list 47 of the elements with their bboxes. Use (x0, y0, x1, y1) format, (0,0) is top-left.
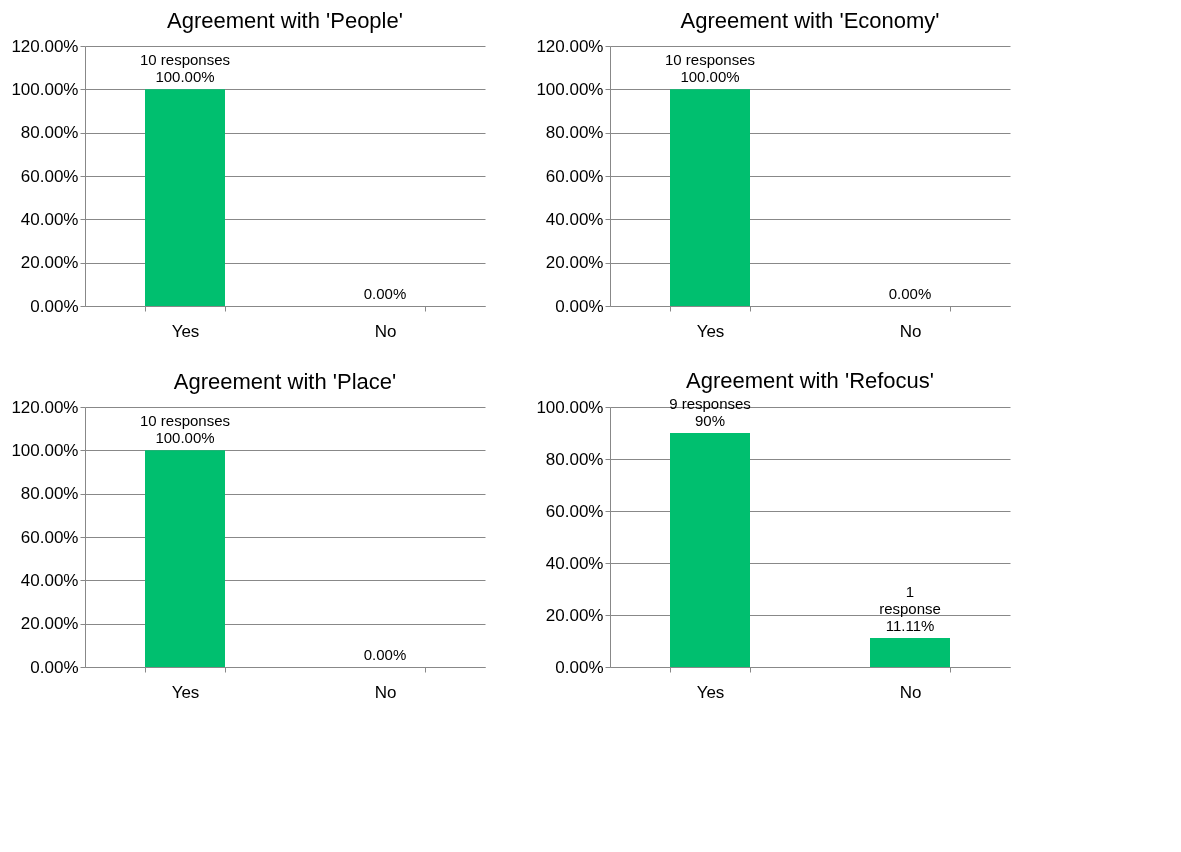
chart-title: Agreement with 'People' (167, 8, 403, 33)
data-label: 10 responses 100.00% (139, 51, 231, 86)
y-tick-label: 80.00% (545, 123, 604, 143)
y-tick-label: 40.00% (20, 209, 79, 229)
data-label: 10 responses 100.00% (664, 51, 756, 86)
y-tick-label: 0.00% (30, 657, 79, 677)
y-tick-label: 40.00% (545, 553, 604, 573)
y-tick-label: 0.00% (30, 296, 79, 316)
x-tick-label: No (899, 682, 922, 702)
y-tick-label: 0.00% (555, 296, 604, 316)
y-tick-label: 60.00% (545, 501, 604, 521)
chart-title: Agreement with 'Economy' (680, 8, 940, 33)
data-label: 10 responses 100.00% (139, 412, 231, 447)
y-tick-label: 60.00% (545, 166, 604, 186)
data-label: 0.00% (363, 646, 407, 663)
y-tick-label: 120.00% (536, 36, 604, 56)
x-tick-label: No (374, 321, 397, 341)
y-tick-label: 40.00% (545, 209, 604, 229)
x-tick-label: Yes (171, 682, 200, 702)
y-tick-label: 40.00% (20, 570, 79, 590)
y-tick-label: 120.00% (11, 397, 79, 417)
y-tick-label: 60.00% (20, 166, 79, 186)
y-tick-label: 20.00% (545, 605, 604, 625)
chart-title: Agreement with 'Place' (173, 369, 397, 394)
y-tick-label: 60.00% (20, 527, 79, 547)
text: 9 responses 90% (669, 395, 751, 429)
y-tick-label: 100.00% (536, 79, 604, 99)
y-tick-label: 80.00% (20, 484, 79, 504)
y-tick-label: 0.00% (555, 657, 604, 677)
y-tick-label: 80.00% (20, 123, 79, 143)
y-tick-label: 100.00% (536, 397, 604, 417)
y-tick-label: 20.00% (545, 253, 604, 273)
x-tick-label: Yes (696, 682, 725, 702)
text: 1 response 11.11% (879, 583, 941, 635)
x-tick-label: Yes (696, 321, 725, 341)
y-tick-label: 100.00% (11, 440, 79, 460)
y-tick-label: 120.00% (11, 36, 79, 56)
x-tick-label: No (374, 682, 397, 702)
y-tick-label: 20.00% (20, 614, 79, 634)
y-tick-label: 20.00% (20, 253, 79, 273)
x-tick-label: No (899, 321, 922, 341)
y-tick-label: 80.00% (545, 449, 604, 469)
data-label: 0.00% (888, 285, 932, 302)
chart-title: Agreement with 'Refocus' (685, 368, 935, 393)
data-label: 0.00% (363, 285, 407, 302)
y-tick-label: 100.00% (11, 79, 79, 99)
x-tick-label: Yes (171, 321, 200, 341)
